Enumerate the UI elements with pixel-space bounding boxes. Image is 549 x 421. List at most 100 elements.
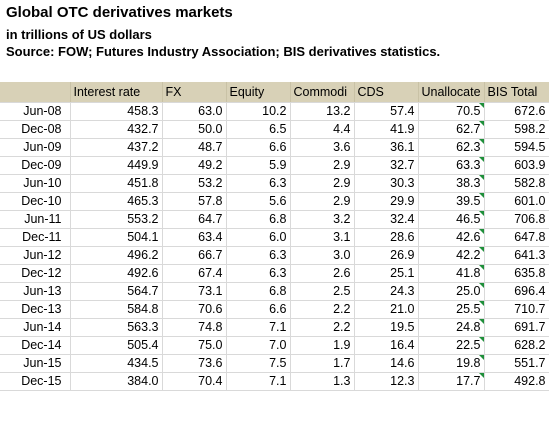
data-cell[interactable]: 41.9 [354, 120, 419, 139]
data-cell[interactable]: 16.4 [354, 336, 419, 355]
column-header[interactable]: Equity [226, 82, 291, 103]
data-cell[interactable]: 601.0 [484, 192, 549, 211]
data-cell[interactable]: 53.2 [162, 174, 227, 193]
data-cell[interactable]: 70.5 [418, 102, 485, 121]
column-header[interactable]: FX [162, 82, 227, 103]
data-cell[interactable]: 10.2 [226, 102, 291, 121]
data-cell[interactable]: 25.1 [354, 264, 419, 283]
row-date-cell[interactable]: Jun-08 [0, 102, 71, 121]
column-header[interactable]: BIS Total [484, 82, 549, 103]
data-cell[interactable]: 25.0 [418, 282, 485, 301]
data-cell[interactable]: 19.5 [354, 318, 419, 337]
data-cell[interactable]: 551.7 [484, 354, 549, 373]
data-cell[interactable]: 70.4 [162, 372, 227, 391]
data-cell[interactable]: 451.8 [70, 174, 163, 193]
data-cell[interactable]: 19.8 [418, 354, 485, 373]
data-cell[interactable]: 434.5 [70, 354, 163, 373]
data-cell[interactable]: 64.7 [162, 210, 227, 229]
data-cell[interactable]: 2.2 [290, 318, 355, 337]
data-cell[interactable]: 29.9 [354, 192, 419, 211]
data-cell[interactable]: 62.7 [418, 120, 485, 139]
data-cell[interactable]: 432.7 [70, 120, 163, 139]
row-date-cell[interactable]: Dec-11 [0, 228, 71, 247]
data-cell[interactable]: 449.9 [70, 156, 163, 175]
column-header[interactable]: Interest rate [70, 82, 163, 103]
row-date-cell[interactable]: Jun-12 [0, 246, 71, 265]
data-cell[interactable]: 458.3 [70, 102, 163, 121]
data-cell[interactable]: 6.6 [226, 138, 291, 157]
data-cell[interactable]: 36.1 [354, 138, 419, 157]
data-cell[interactable]: 563.3 [70, 318, 163, 337]
data-cell[interactable]: 63.4 [162, 228, 227, 247]
data-cell[interactable]: 504.1 [70, 228, 163, 247]
data-cell[interactable]: 641.3 [484, 246, 549, 265]
data-cell[interactable]: 22.5 [418, 336, 485, 355]
row-date-cell[interactable]: Dec-09 [0, 156, 71, 175]
data-cell[interactable]: 50.0 [162, 120, 227, 139]
data-cell[interactable]: 598.2 [484, 120, 549, 139]
data-cell[interactable]: 6.6 [226, 300, 291, 319]
data-cell[interactable]: 42.6 [418, 228, 485, 247]
data-cell[interactable]: 3.1 [290, 228, 355, 247]
data-cell[interactable]: 635.8 [484, 264, 549, 283]
data-cell[interactable]: 2.9 [290, 156, 355, 175]
data-cell[interactable]: 2.6 [290, 264, 355, 283]
data-cell[interactable]: 6.8 [226, 210, 291, 229]
data-cell[interactable]: 42.2 [418, 246, 485, 265]
data-cell[interactable]: 4.4 [290, 120, 355, 139]
data-cell[interactable]: 57.4 [354, 102, 419, 121]
data-cell[interactable]: 57.8 [162, 192, 227, 211]
data-cell[interactable]: 492.8 [484, 372, 549, 391]
row-date-cell[interactable]: Dec-10 [0, 192, 71, 211]
data-cell[interactable]: 38.3 [418, 174, 485, 193]
data-cell[interactable]: 48.7 [162, 138, 227, 157]
data-cell[interactable]: 1.3 [290, 372, 355, 391]
data-cell[interactable]: 49.2 [162, 156, 227, 175]
data-cell[interactable]: 24.8 [418, 318, 485, 337]
data-cell[interactable]: 7.1 [226, 372, 291, 391]
column-header-date[interactable] [0, 82, 71, 103]
data-cell[interactable]: 6.8 [226, 282, 291, 301]
row-date-cell[interactable]: Dec-08 [0, 120, 71, 139]
data-cell[interactable]: 6.5 [226, 120, 291, 139]
data-cell[interactable]: 21.0 [354, 300, 419, 319]
row-date-cell[interactable]: Jun-14 [0, 318, 71, 337]
data-cell[interactable]: 25.5 [418, 300, 485, 319]
data-cell[interactable]: 7.1 [226, 318, 291, 337]
data-cell[interactable]: 6.3 [226, 264, 291, 283]
data-cell[interactable]: 70.6 [162, 300, 227, 319]
row-date-cell[interactable]: Jun-15 [0, 354, 71, 373]
data-cell[interactable]: 6.0 [226, 228, 291, 247]
data-cell[interactable]: 6.3 [226, 246, 291, 265]
data-cell[interactable]: 603.9 [484, 156, 549, 175]
column-header[interactable]: Commodi [290, 82, 355, 103]
data-cell[interactable]: 2.2 [290, 300, 355, 319]
data-cell[interactable]: 437.2 [70, 138, 163, 157]
row-date-cell[interactable]: Dec-15 [0, 372, 71, 391]
data-cell[interactable]: 1.9 [290, 336, 355, 355]
data-cell[interactable]: 7.5 [226, 354, 291, 373]
row-date-cell[interactable]: Dec-14 [0, 336, 71, 355]
data-cell[interactable]: 505.4 [70, 336, 163, 355]
data-cell[interactable]: 30.3 [354, 174, 419, 193]
data-cell[interactable]: 5.6 [226, 192, 291, 211]
data-cell[interactable]: 41.8 [418, 264, 485, 283]
data-cell[interactable]: 628.2 [484, 336, 549, 355]
data-cell[interactable]: 32.7 [354, 156, 419, 175]
data-cell[interactable]: 63.3 [418, 156, 485, 175]
data-cell[interactable]: 384.0 [70, 372, 163, 391]
row-date-cell[interactable]: Jun-09 [0, 138, 71, 157]
data-cell[interactable]: 12.3 [354, 372, 419, 391]
data-cell[interactable]: 62.3 [418, 138, 485, 157]
row-date-cell[interactable]: Dec-12 [0, 264, 71, 283]
row-date-cell[interactable]: Jun-11 [0, 210, 71, 229]
data-cell[interactable]: 63.0 [162, 102, 227, 121]
column-header[interactable]: Unallocate [418, 82, 485, 103]
data-cell[interactable]: 2.9 [290, 192, 355, 211]
data-cell[interactable]: 75.0 [162, 336, 227, 355]
column-header[interactable]: CDS [354, 82, 419, 103]
data-cell[interactable]: 553.2 [70, 210, 163, 229]
data-cell[interactable]: 496.2 [70, 246, 163, 265]
data-cell[interactable]: 5.9 [226, 156, 291, 175]
data-cell[interactable]: 66.7 [162, 246, 227, 265]
